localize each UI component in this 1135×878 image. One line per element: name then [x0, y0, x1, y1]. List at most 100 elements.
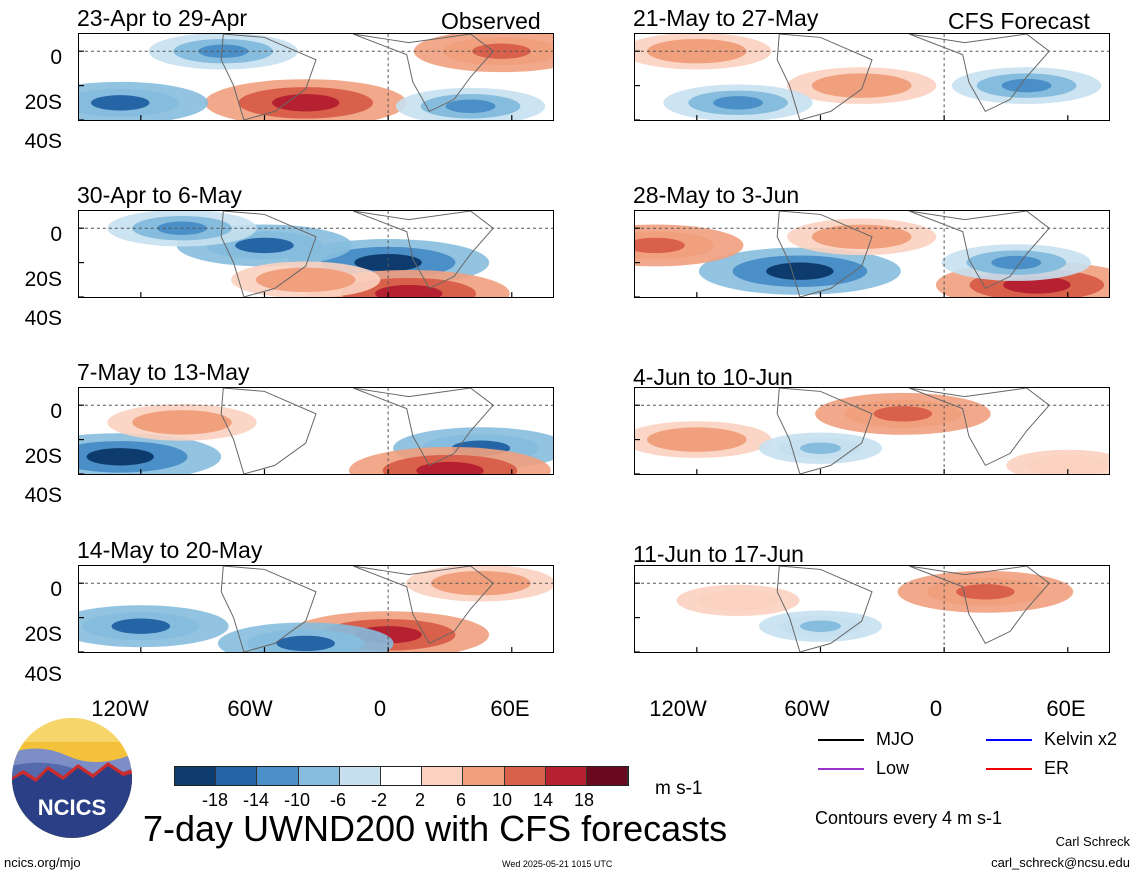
anomaly-core: [472, 43, 531, 59]
x-tick-label: 0: [929, 696, 943, 721]
footer-url: ncics.org/mjo: [4, 855, 81, 870]
colorbar-tick-label: -10: [283, 790, 310, 810]
main-title: 7-day UWND200 with CFS forecasts: [143, 808, 728, 849]
heatmap-panel: [634, 387, 1110, 475]
panel-title: 23-Apr to 29-Apr: [77, 5, 248, 31]
anomaly-core: [717, 594, 759, 607]
anomaly-core: [272, 94, 340, 112]
africa-outline: [352, 388, 494, 467]
y-tick-label: 20S: [24, 268, 62, 291]
heatmap-svg: [79, 34, 553, 120]
y-tick-label: 0: [50, 400, 62, 423]
heatmap-svg: [79, 566, 553, 652]
x-tick-label: 60W: [227, 696, 273, 721]
heatmap-svg: [635, 211, 1109, 297]
heatmap-svg: [79, 211, 553, 297]
south-america-outline: [776, 211, 873, 297]
x-tick-label: 0: [373, 696, 387, 721]
anomaly-core: [873, 406, 933, 422]
south-america-outline: [220, 388, 317, 474]
legend-item-er: ER: [986, 758, 1069, 779]
anomaly-core: [1001, 78, 1052, 93]
anomaly-core: [235, 237, 294, 254]
africa-outline: [908, 566, 1050, 645]
south-america-outline: [220, 211, 317, 297]
legend-item-low: Low: [818, 758, 909, 779]
anomaly-core: [799, 442, 841, 454]
panel-tag: Observed: [441, 8, 541, 34]
heatmap-svg: [635, 388, 1109, 474]
legend-line: [818, 738, 864, 741]
panel-title: 28-May to 3-Jun: [633, 182, 800, 208]
panel-title: 21-May to 27-May: [633, 5, 819, 31]
anomaly-core: [354, 253, 422, 272]
colorbar-tick-label: 18: [573, 790, 595, 810]
footer-timestamp: Wed 2025-05-21 1015 UTC: [502, 859, 613, 869]
heatmap-panel: [78, 565, 554, 653]
colorbar-swatch: [545, 767, 587, 785]
y-tick-label: 20S: [24, 445, 62, 468]
africa-outline: [908, 388, 1050, 467]
anomaly-core: [445, 99, 496, 113]
heatmap-panel: [634, 210, 1110, 298]
anomaly-core: [157, 415, 207, 430]
legend-line: [986, 738, 1032, 741]
x-tick-label: 60E: [1046, 696, 1086, 721]
legend-label: Low: [876, 758, 910, 778]
colorbar-swatch: [380, 767, 423, 785]
anomaly-core: [1047, 459, 1089, 472]
africa-outline: [908, 211, 1050, 290]
anomaly-core: [111, 618, 171, 634]
colorbar-tick-label: -14: [242, 790, 269, 810]
colorbar-swatch: [298, 767, 340, 785]
y-tick-label: 20S: [24, 91, 62, 114]
heatmap-panel: [78, 210, 554, 298]
colorbar-swatch: [257, 767, 299, 785]
legend-item-mjo: MJO: [818, 729, 914, 750]
heatmap-panel: [634, 565, 1110, 653]
y-tick-label: 40S: [24, 130, 62, 153]
colorbar-tick-label: -2: [370, 790, 387, 810]
south-america-outline: [776, 566, 873, 652]
panel-title: 14-May to 20-May: [77, 537, 263, 563]
south-america-outline: [220, 566, 317, 652]
colorbar-unit: m s-1: [655, 778, 703, 799]
anomaly-core: [713, 96, 763, 110]
anomaly-core: [991, 255, 1042, 270]
anomaly-core: [671, 432, 722, 447]
heatmap-panel: [634, 33, 1110, 121]
colorbar: [174, 766, 630, 786]
legend-label: Kelvin x2: [1044, 729, 1118, 749]
heatmap-panel: [78, 387, 554, 475]
logo-text: NCICS: [38, 795, 106, 820]
anomaly-core: [956, 584, 1015, 600]
south-america-outline: [220, 34, 317, 120]
x-tick-label: 60W: [784, 696, 830, 721]
colorbar-tick-label: -18: [201, 790, 228, 810]
footer-author: Carl Schreck: [1055, 834, 1130, 849]
anomaly-core: [635, 237, 685, 254]
legend-line: [986, 767, 1032, 770]
y-tick-label: 0: [50, 223, 62, 246]
colorbar-tick-label: 2: [414, 790, 425, 810]
legend-label: MJO: [876, 729, 914, 749]
heatmap-svg: [635, 566, 1109, 652]
ncics-logo: NCICS: [12, 718, 132, 838]
x-tick-label: 120W: [91, 696, 149, 721]
x-tick-label: 60E: [490, 696, 530, 721]
colorbar-tick-label: 6: [455, 790, 466, 810]
y-tick-label: 40S: [24, 663, 62, 686]
colorbar-tick-label: 14: [532, 790, 554, 810]
heatmap-panel: [78, 33, 554, 121]
anomaly-core: [276, 635, 335, 652]
y-tick-label: 20S: [24, 623, 62, 646]
colorbar-swatch: [175, 767, 217, 785]
legend-item-kelvin: Kelvin x2: [986, 729, 1117, 750]
anomaly-core: [416, 461, 484, 474]
south-america-outline: [776, 34, 873, 120]
africa-outline: [352, 566, 494, 645]
colorbar-swatch: [504, 767, 546, 785]
panel-title: 4-Jun to 10-Jun: [633, 364, 793, 390]
africa-outline: [352, 211, 494, 290]
panel-title: 11-Jun to 17-Jun: [633, 541, 804, 567]
